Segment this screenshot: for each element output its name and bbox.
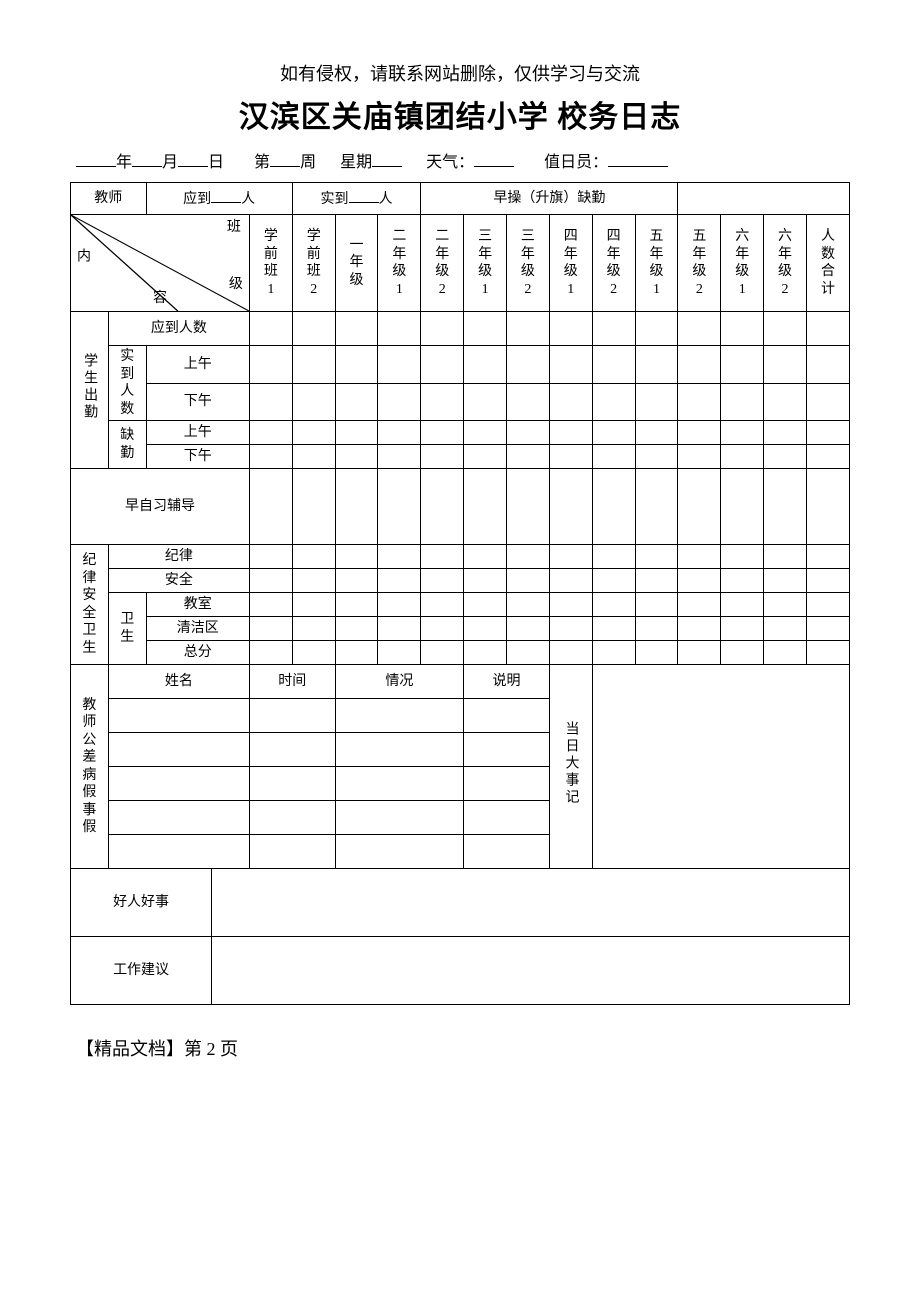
hygiene-label: 卫生 [108,593,146,665]
col-g2-2: 二年级2 [421,215,464,312]
good-deeds-label: 好人好事 [71,869,212,937]
leave-name-label: 姓名 [108,665,249,699]
discipline-row: 纪律安全卫生 纪律 [71,545,850,569]
good-deeds-row: 好人好事 [71,869,850,937]
leave-header-row: 教师公差病假事假 姓名 时间 情况 说明 当日大事记 [71,665,850,699]
daily-record-label: 当日大事记 [549,665,592,869]
header-row: 班 内 级 容 学前班1 学前班2 一年级 二年级1 二年级2 三年级1 三年级… [71,215,850,312]
actual-am-label: 上午 [146,346,249,384]
suggestion-cell [212,937,850,1005]
attendance-expected-row: 学生出勤 应到人数 [71,312,850,346]
page-title: 汉滨区关庙镇团结小学 校务日志 [70,92,850,136]
teacher-label: 教师 [71,183,147,215]
leave-situation-label: 情况 [335,665,464,699]
total-score-label: 总分 [146,641,249,665]
col-g6-2: 六年级2 [764,215,807,312]
col-g5-2: 五年级2 [678,215,721,312]
col-g6-1: 六年级1 [721,215,764,312]
leave-explain-label: 说明 [464,665,550,699]
morning-study-label: 早自习辅导 [71,469,250,545]
col-total: 人数合计 [806,215,849,312]
absent-am-label: 上午 [146,421,249,445]
leave-label: 教师公差病假事假 [71,665,109,869]
attendance-label: 学生出勤 [71,312,109,469]
absent-pm-label: 下午 [146,445,249,469]
date-info-line: 年月日 第周 星期 天气： 值日员： [76,148,850,172]
good-deeds-cell [212,869,850,937]
col-g2-1: 二年级1 [378,215,421,312]
daily-record-cell [592,665,849,869]
morning-absent-label: 早操（升旗）缺勤 [421,183,678,215]
actual-label: 实到人数 [108,346,146,421]
col-g4-1: 四年级1 [549,215,592,312]
clean-area-label: 清洁区 [146,617,249,641]
col-g1: 一年级 [335,215,378,312]
expected-cell: 应到人 [146,183,292,215]
actual-cell: 实到人 [292,183,421,215]
col-g3-1: 三年级1 [464,215,507,312]
col-g3-2: 三年级2 [506,215,549,312]
discipline-sub-label: 纪律 [108,545,249,569]
page-footer: 【精品文档】第 2 页 [76,1035,850,1061]
copyright-notice: 如有侵权，请联系网站删除，仅供学习与交流 [70,60,850,86]
diag-header: 班 内 级 容 [71,215,250,312]
safety-label: 安全 [108,569,249,593]
col-pre2: 学前班2 [292,215,335,312]
actual-am-row: 实到人数 上午 [71,346,850,384]
log-table: 教师 应到人 实到人 早操（升旗）缺勤 班 内 级 容 学前班1 学前班2 一年… [70,182,850,1005]
discipline-block-label: 纪律安全卫生 [71,545,109,665]
expected-count-label: 应到人数 [108,312,249,346]
actual-pm-row: 下午 [71,383,850,421]
safety-row: 安全 [71,569,850,593]
total-score-row: 总分 [71,641,850,665]
actual-pm-label: 下午 [146,383,249,421]
col-g5-1: 五年级1 [635,215,678,312]
classroom-label: 教室 [146,593,249,617]
absent-label: 缺勤 [108,421,146,469]
classroom-row: 卫生 教室 [71,593,850,617]
leave-time-label: 时间 [249,665,335,699]
morning-absent-blank [678,183,850,215]
absent-pm-row: 下午 [71,445,850,469]
morning-study-row: 早自习辅导 [71,469,850,545]
suggestion-row: 工作建议 [71,937,850,1005]
teacher-row: 教师 应到人 实到人 早操（升旗）缺勤 [71,183,850,215]
absent-am-row: 缺勤 上午 [71,421,850,445]
suggestion-label: 工作建议 [71,937,212,1005]
clean-area-row: 清洁区 [71,617,850,641]
col-pre1: 学前班1 [249,215,292,312]
col-g4-2: 四年级2 [592,215,635,312]
